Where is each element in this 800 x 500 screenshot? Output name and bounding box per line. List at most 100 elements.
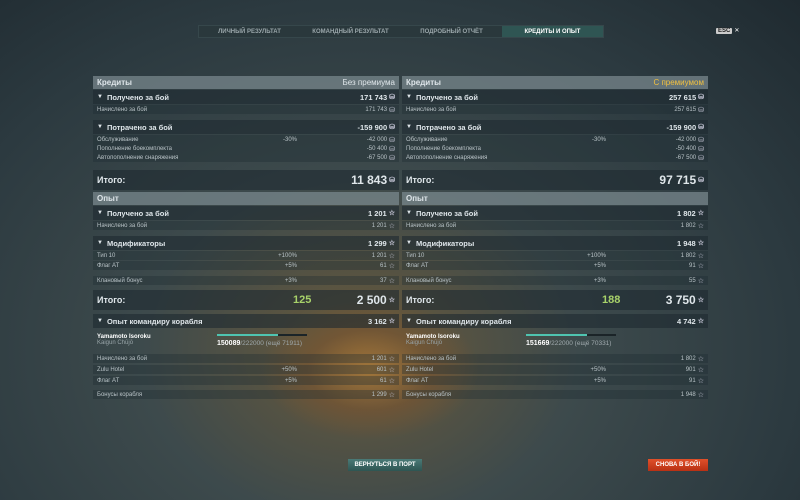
xp-star-icon: ☆ xyxy=(697,252,704,260)
credits-spent-item: Обслуживание -30% -42 000 ⛁ xyxy=(93,135,399,144)
collapse-icon[interactable]: ▼ xyxy=(97,240,103,246)
xp-modifier-item-percent: +3% xyxy=(284,277,297,284)
commander-progress-text: 151669/222000 (ещё 70331) xyxy=(526,340,611,347)
collapse-icon[interactable]: ▼ xyxy=(406,210,412,216)
credits-icon: ⛁ xyxy=(389,177,395,184)
collapse-icon[interactable]: ▼ xyxy=(406,240,412,246)
xp-modifier-item-percent: +100% xyxy=(278,252,297,259)
xp-earned-item: Начислено за бой 1 201 ☆ xyxy=(93,221,399,230)
results-tabs: ЛИЧНЫЙ РЕЗУЛЬТАТ КОМАНДНЫЙ РЕЗУЛЬТАТ ПОД… xyxy=(198,25,604,38)
commander-xp-value: 3 162 xyxy=(367,316,387,326)
commander-xp[interactable]: ▼ Опыт командиру корабля 4 742 ☆ xyxy=(402,314,708,328)
credits-icon: ⛁ xyxy=(698,124,704,131)
xp-star-icon: ☆ xyxy=(697,377,704,385)
xp-modifier-item-value: 1 802 xyxy=(680,252,696,259)
tab-detailed-report[interactable]: ПОДРОБНЫЙ ОТЧЁТ xyxy=(420,29,483,35)
xp-earned[interactable]: ▼ Получено за бой 1 201 ☆ xyxy=(93,206,399,220)
commander-xp-remaining: (ещё 70331) xyxy=(574,340,612,347)
collapse-icon[interactable]: ▼ xyxy=(406,94,412,100)
commander-xp-item-percent: +5% xyxy=(593,377,606,384)
collapse-icon[interactable]: ▼ xyxy=(97,318,103,324)
collapse-icon[interactable]: ▼ xyxy=(406,318,412,324)
xp-star-icon: ☆ xyxy=(388,222,395,230)
commander-xp-max: /222000 xyxy=(240,340,264,347)
xp-total-value: 3 750 xyxy=(665,293,696,307)
credits-earned-value: 171 743 xyxy=(360,92,388,102)
xp-star-icon: ☆ xyxy=(388,240,395,247)
xp-earned-value: 1 201 xyxy=(367,208,387,218)
xp-modifiers-label: Модификаторы xyxy=(415,238,475,248)
credits-spent-item-label: Обслуживание xyxy=(97,136,139,143)
xp-modifier-item-value: 61 xyxy=(380,262,387,269)
xp-modifier-item-percent: +100% xyxy=(587,252,606,259)
commander-xp-item: Начислено за бой 1 802 ☆ xyxy=(402,354,708,363)
collapse-icon[interactable]: ▼ xyxy=(97,94,103,100)
xp-earned-value: 1 802 xyxy=(676,208,696,218)
credits-total-value: 11 843 xyxy=(351,173,388,187)
xp-earned-item-value: 1 802 xyxy=(680,222,696,229)
esc-close-button[interactable]: ESC ✕ xyxy=(716,27,739,34)
credits-header: Кредиты Без премиума xyxy=(93,76,399,89)
xp-star-icon: ☆ xyxy=(388,210,395,217)
commander-xp[interactable]: ▼ Опыт командиру корабля 3 162 ☆ xyxy=(93,314,399,328)
xp-star-icon: ☆ xyxy=(697,355,704,363)
battle-again-button[interactable]: СНОВА В БОЙ! xyxy=(648,459,708,471)
return-to-port-button[interactable]: ВЕРНУТЬСЯ В ПОРТ xyxy=(348,459,422,471)
xp-modifier-item-value: 55 xyxy=(689,277,696,284)
xp-modifier-item-label: Тип 10 xyxy=(406,252,425,259)
tab-personal-result[interactable]: ЛИЧНЫЙ РЕЗУЛЬТАТ xyxy=(218,29,281,35)
xp-modifiers-label: Модификаторы xyxy=(106,238,166,248)
xp-star-icon: ☆ xyxy=(697,222,704,230)
xp-total-label: Итого: xyxy=(97,295,126,305)
xp-star-icon: ☆ xyxy=(388,366,395,374)
tab-team-result[interactable]: КОМАНДНЫЙ РЕЗУЛЬТАТ xyxy=(312,29,389,35)
credits-spent-item-value: -42 000 xyxy=(366,136,388,143)
column-with-premium: Кредиты С премиумом ▼ Получено за бой 257 61… xyxy=(402,76,708,406)
xp-star-icon: ☆ xyxy=(697,297,704,304)
credits-icon: ⛁ xyxy=(698,177,704,184)
credits-earned[interactable]: ▼ Получено за бой 171 743 ⛁ xyxy=(93,90,399,104)
credits-earned-item-label: Начислено за бой xyxy=(406,106,457,113)
credits-spent-item: Пополнение боекомплекта -50 400 ⛁ xyxy=(93,144,399,153)
commander-xp-item-label: Начислено за бой xyxy=(97,355,148,362)
xp-star-icon: ☆ xyxy=(697,318,704,325)
xp-modifiers[interactable]: ▼ Модификаторы 1 299 ☆ xyxy=(93,236,399,250)
xp-modifier-item-percent: +3% xyxy=(593,277,606,284)
credits-spent-item-label: Пополнение боекомплекта xyxy=(97,145,172,152)
commander-xp-item-percent: +50% xyxy=(281,366,297,373)
commander-xp-label: Опыт командиру корабля xyxy=(106,316,203,326)
credits-spent-item-value: -42 000 xyxy=(675,136,697,143)
close-icon: ✕ xyxy=(734,28,740,34)
xp-star-icon: ☆ xyxy=(697,391,704,399)
xp-star-icon: ☆ xyxy=(388,318,395,325)
credits-earned[interactable]: ▼ Получено за бой 257 615 ⛁ xyxy=(402,90,708,104)
collapse-icon[interactable]: ▼ xyxy=(97,210,103,216)
commander-name: Yamamoto Isoroku xyxy=(406,334,460,340)
xp-earned-item-label: Начислено за бой xyxy=(406,222,457,229)
collapse-icon[interactable]: ▼ xyxy=(97,124,103,130)
commander-progress-bar xyxy=(526,334,616,336)
commander-xp-max: /222000 xyxy=(549,340,573,347)
credits-spent-item: Автопополнение снаряжения -67 500 ⛁ xyxy=(93,153,399,162)
commander-xp-item: Флаг АТ +5% 61 ☆ xyxy=(93,376,399,385)
commander-xp-item: Zulu Hotel +50% 601 ☆ xyxy=(93,365,399,374)
credits-spent-item: Обслуживание -30% -42 000 ⛁ xyxy=(402,135,708,144)
xp-star-icon: ☆ xyxy=(388,297,395,304)
commander-rank: Kaigun Chūjō xyxy=(97,340,134,346)
credits-spent[interactable]: ▼ Потрачено за бой -159 900 ⛁ xyxy=(93,120,399,134)
commander-xp-value: 4 742 xyxy=(676,316,696,326)
xp-star-icon: ☆ xyxy=(388,377,395,385)
xp-earned-label: Получено за бой xyxy=(415,208,479,218)
xp-earned[interactable]: ▼ Получено за бой 1 802 ☆ xyxy=(402,206,708,220)
tab-credits-and-xp[interactable]: КРЕДИТЫ И ОПЫТ xyxy=(502,26,603,37)
credits-earned-item-label: Начислено за бой xyxy=(97,106,148,113)
commander-xp-item-label: Zulu Hotel xyxy=(97,366,125,373)
xp-modifiers[interactable]: ▼ Модификаторы 1 948 ☆ xyxy=(402,236,708,250)
xp-star-icon: ☆ xyxy=(697,210,704,217)
credits-icon: ⛁ xyxy=(698,106,704,114)
credits-spent[interactable]: ▼ Потрачено за бой -159 900 ⛁ xyxy=(402,120,708,134)
xp-modifier-item-percent: +5% xyxy=(284,262,297,269)
credits-spent-item-value: -67 500 xyxy=(366,154,388,161)
collapse-icon[interactable]: ▼ xyxy=(406,124,412,130)
xp-total: Итого: 125 2 500 ☆ xyxy=(93,290,399,310)
